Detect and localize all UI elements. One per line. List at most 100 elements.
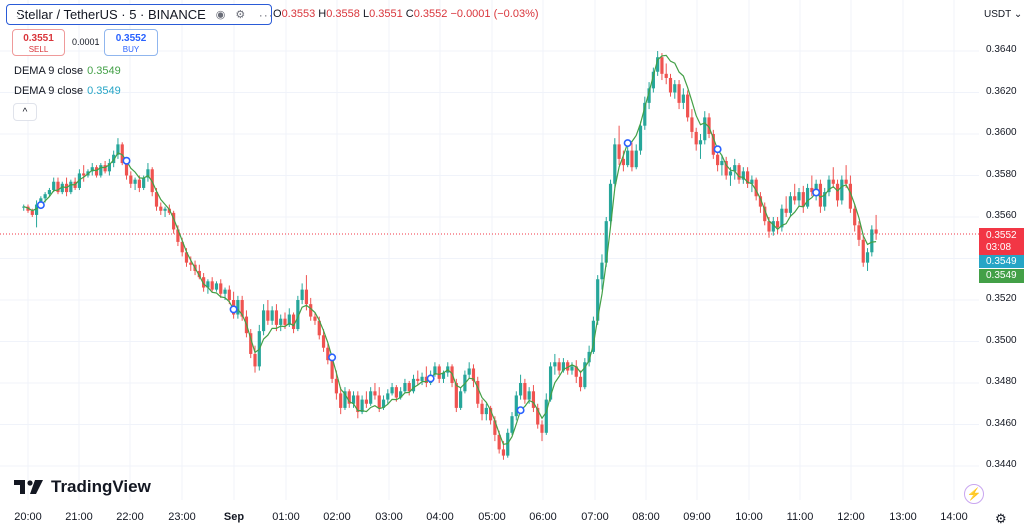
candle — [698, 134, 703, 159]
candle — [69, 179, 73, 195]
candle-body — [600, 262, 604, 280]
candle-body — [548, 366, 553, 400]
candle — [587, 345, 591, 367]
symbol-search[interactable]: Stellar / TetherUS · 5 · BINANCE ◉ ⚙ ··· — [6, 4, 274, 25]
gear-icon[interactable]: ⚙ — [995, 511, 1007, 526]
candle-body — [848, 183, 852, 209]
dema-marker — [623, 139, 632, 148]
dema-marker — [812, 188, 821, 197]
ohlc-close-value: 0.3552 — [413, 8, 448, 20]
candle-body — [531, 391, 536, 408]
candle-body — [399, 391, 403, 398]
ohlc-close-key: C — [405, 8, 414, 20]
candle-body — [103, 165, 107, 172]
candle — [634, 144, 638, 170]
candle-body — [797, 192, 801, 201]
dema-marker — [516, 406, 525, 415]
candle — [480, 399, 484, 421]
candle-body — [339, 393, 343, 408]
candle — [874, 214, 878, 240]
candle-body — [835, 183, 840, 201]
sell-label: SELL — [28, 45, 49, 54]
candle-body — [129, 175, 133, 184]
candle-body — [686, 94, 690, 118]
candle — [60, 181, 64, 195]
candle — [844, 165, 848, 188]
candle-body — [377, 395, 381, 408]
price-axis-label: 0.3600 — [986, 127, 1017, 138]
candle-body — [566, 362, 570, 371]
price-axis-label: 0.3640 — [986, 44, 1017, 55]
candle-body — [420, 376, 424, 381]
candle — [163, 206, 167, 217]
price-axis-label: 0.3580 — [986, 168, 1017, 180]
candle-body — [750, 179, 754, 184]
candle — [823, 187, 827, 211]
candle-body — [321, 335, 326, 348]
candle — [673, 80, 677, 99]
time-axis-label: 06:00 — [529, 511, 557, 523]
candle-body — [206, 281, 210, 288]
candle-body — [711, 134, 715, 155]
dema-marker — [328, 353, 337, 362]
tradingview-logo[interactable]: TradingView — [14, 477, 151, 497]
more-icon[interactable]: ··· — [258, 7, 274, 22]
candle-body — [733, 165, 737, 172]
time-axis-label: 23:00 — [168, 511, 196, 523]
time-axis-label: 10:00 — [735, 511, 763, 523]
candle-body — [471, 368, 476, 381]
candle — [129, 171, 133, 188]
currency-selector[interactable]: USDT ⌄ — [984, 9, 1023, 20]
dema-1-price-tag: 0.3549 — [979, 255, 1024, 268]
time-axis-label: 22:00 — [116, 511, 144, 523]
ohlc-open-key: O — [273, 8, 282, 20]
candle-body — [510, 416, 514, 433]
sell-button[interactable]: 0.3551 SELL — [12, 29, 65, 56]
candle-body — [227, 289, 231, 300]
candle-body — [801, 192, 805, 207]
candle — [660, 53, 664, 81]
candle-body — [416, 378, 420, 381]
time-axis-label: 09:00 — [683, 511, 711, 523]
candle — [214, 281, 219, 292]
candle-body — [489, 407, 493, 421]
candle — [369, 387, 373, 406]
candle — [172, 210, 176, 234]
candle-body — [459, 391, 463, 408]
lightning-icon[interactable]: ⚡ — [964, 484, 984, 504]
candle-body — [668, 77, 673, 93]
candle — [720, 154, 724, 176]
candle — [274, 304, 279, 332]
candle-body — [197, 270, 201, 278]
candle — [416, 370, 420, 386]
time-axis-label: 12:00 — [837, 511, 865, 523]
candle — [574, 360, 578, 383]
candle-body — [784, 208, 788, 213]
indicator-legend-dema-2[interactable]: DEMA 9 close 0.3549 — [14, 85, 121, 97]
candle — [591, 316, 595, 354]
candle-body — [343, 391, 347, 408]
candle — [703, 111, 707, 145]
candle — [865, 248, 870, 271]
collapse-legend-button[interactable]: ^ — [13, 103, 37, 121]
candle-body — [591, 320, 595, 352]
candle-body — [673, 84, 677, 93]
buy-button[interactable]: 0.3552 BUY — [104, 29, 158, 56]
candle — [870, 225, 874, 257]
candle — [647, 82, 651, 110]
settings-icon[interactable]: ⚙ — [235, 9, 246, 21]
candle-body — [484, 407, 488, 415]
candle — [356, 391, 360, 419]
candle-body — [189, 262, 193, 265]
candle — [347, 389, 351, 408]
candle — [553, 353, 557, 375]
eye-icon[interactable]: ◉ — [215, 9, 226, 21]
indicator-legend-dema-1[interactable]: DEMA 9 close 0.3549 — [14, 65, 121, 77]
candle-body — [754, 179, 758, 197]
candle-body — [347, 391, 351, 404]
candle — [189, 256, 193, 271]
candle — [206, 279, 210, 294]
candle — [686, 90, 690, 122]
ohlc-high-value: 0.3558 — [326, 8, 360, 20]
